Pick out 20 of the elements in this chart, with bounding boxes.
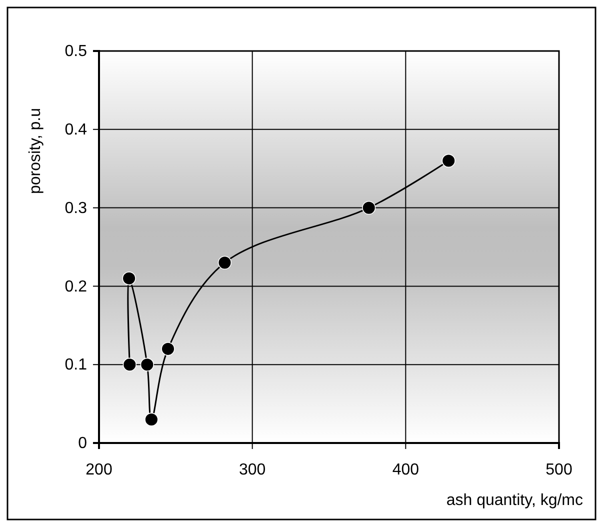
y-tick-label: 0.5: [64, 43, 88, 60]
x-tick-label: 400: [392, 461, 420, 478]
y-tick-label: 0.3: [64, 200, 88, 217]
point: [122, 272, 136, 286]
point: [144, 412, 158, 426]
point: [442, 154, 456, 168]
y-tick-label: 0: [78, 435, 88, 452]
point: [218, 256, 232, 270]
point: [122, 358, 136, 372]
point: [362, 200, 376, 215]
x-tick-label: 200: [86, 461, 112, 478]
y-tick-label: 0.2: [64, 278, 88, 296]
y-tick-label: 0.4: [64, 122, 88, 139]
x-tick-label: 500: [546, 461, 572, 478]
x-axis-title: ash quantity, kg/mc: [446, 492, 583, 509]
point: [161, 342, 175, 356]
y-axis-title: porosity, p.u: [27, 108, 44, 194]
point: [140, 358, 154, 372]
x-tick-label: 300: [238, 461, 266, 478]
y-tick-label: 0.1: [64, 356, 88, 374]
